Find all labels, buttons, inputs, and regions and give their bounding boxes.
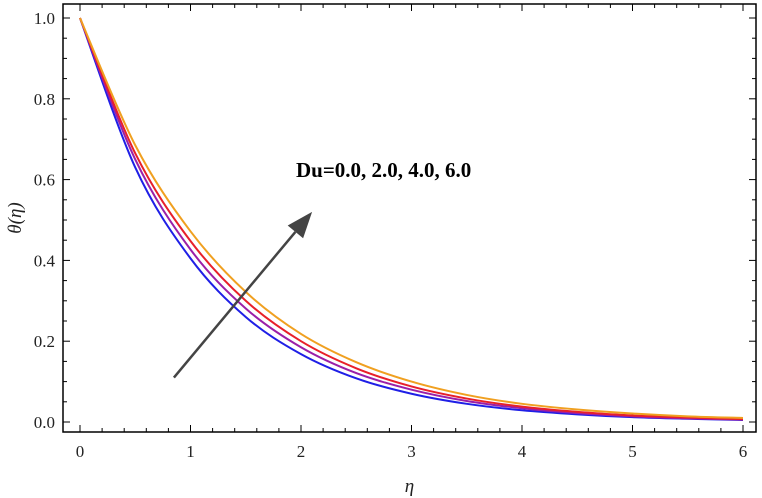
x-tick-label: 0 (76, 442, 85, 461)
x-tick-label: 4 (518, 442, 527, 461)
series-layer (79, 17, 744, 421)
y-tick-label: 1.0 (34, 9, 55, 28)
x-tick-label: 5 (628, 442, 637, 461)
plot-frame (62, 3, 757, 433)
y-tick-label: 0.4 (34, 251, 56, 270)
series-line-3 (79, 17, 744, 421)
y-tick-label: 0.0 (34, 413, 55, 432)
x-tick-label: 2 (297, 442, 306, 461)
y-axis-label: θ(η) (5, 202, 26, 233)
annotation-arrow-head (287, 211, 313, 239)
annotation-label: Du=0.0, 2.0, 4.0, 6.0 (296, 158, 471, 182)
x-tick-label: 6 (739, 442, 748, 461)
y-tick-label: 0.6 (34, 171, 55, 190)
y-tick-label: 0.8 (34, 90, 55, 109)
x-tick-label: 1 (186, 442, 195, 461)
x-axis-label: η (405, 476, 414, 497)
annotation-arrow-shaft (172, 231, 297, 379)
arrow-layer (172, 211, 313, 379)
series-line-4 (79, 17, 744, 419)
x-tick-label: 3 (407, 442, 416, 461)
y-tick-label: 0.2 (34, 332, 55, 351)
ticks-layer: 0 1 2 3 4 5 6 0.0 0.2 0.4 0.6 0.8 1.0 (34, 4, 756, 461)
